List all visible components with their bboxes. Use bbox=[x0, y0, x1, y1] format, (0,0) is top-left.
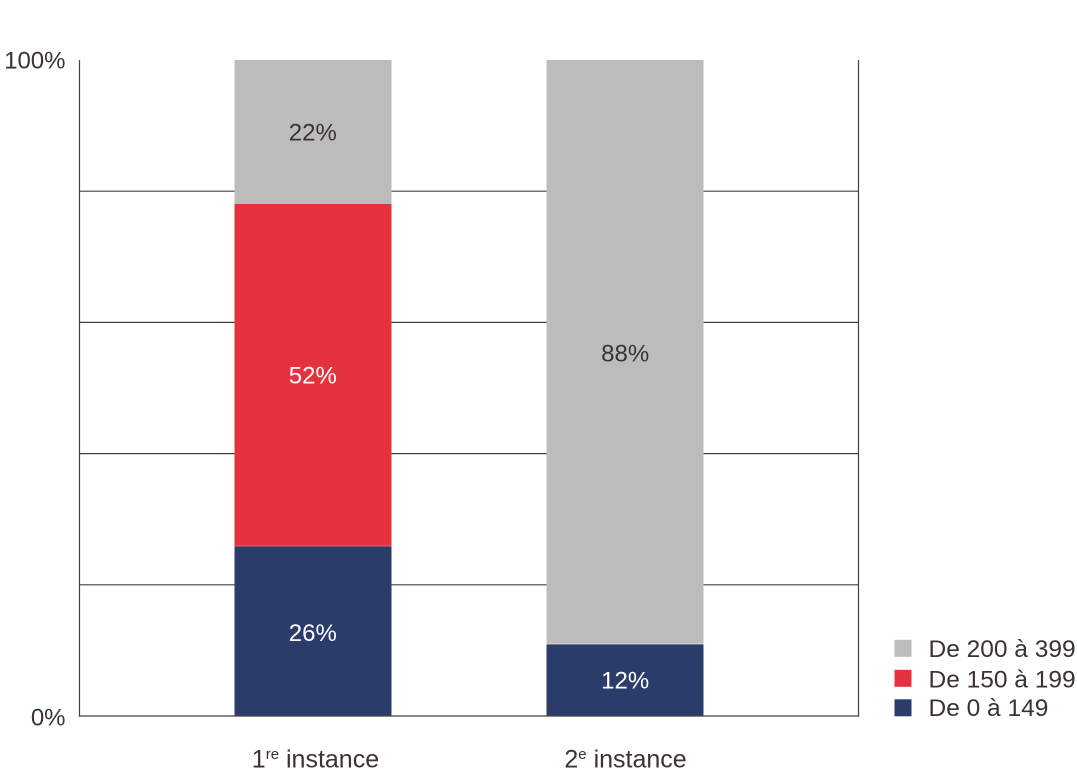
svg-text:52%: 52% bbox=[289, 362, 337, 389]
svg-text:De 200 à 399: De 200 à 399 bbox=[929, 636, 1076, 663]
svg-text:De 150 à 199: De 150 à 199 bbox=[929, 666, 1076, 693]
svg-text:22%: 22% bbox=[289, 120, 337, 147]
svg-text:12%: 12% bbox=[601, 668, 649, 695]
svg-text:88%: 88% bbox=[601, 341, 649, 368]
svg-text:100%: 100% bbox=[4, 48, 65, 75]
svg-text:26%: 26% bbox=[289, 620, 337, 647]
svg-text:De 0 à 149: De 0 à 149 bbox=[929, 695, 1049, 722]
svg-text:0%: 0% bbox=[31, 704, 66, 731]
